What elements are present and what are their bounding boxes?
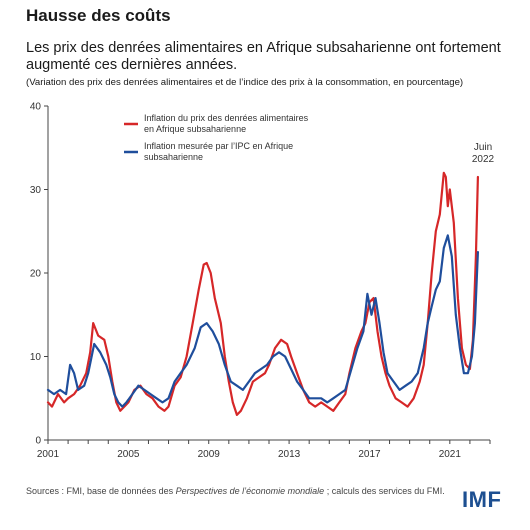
- x-tick-label: 2005: [117, 449, 140, 460]
- source-suffix: ; calculs des services du FMI.: [324, 486, 445, 496]
- y-tick-label: 20: [30, 269, 42, 280]
- chart-title: Hausse des coûts: [26, 6, 171, 25]
- legend-label: Inflation du prix des denrées alimentair…: [144, 113, 309, 123]
- legend-label: Inflation mesurée par l’IPC en Afrique: [144, 141, 293, 151]
- annotation-label: 2022: [472, 154, 495, 165]
- source-publication: Perspectives de l’économie mondiale: [175, 486, 325, 496]
- y-tick-label: 10: [30, 352, 42, 363]
- x-tick-label: 2017: [358, 449, 381, 460]
- legend-label: subsaharienne: [144, 152, 203, 162]
- legend-label: en Afrique subsaharienne: [144, 124, 246, 134]
- line-chart: 0 10 20 30 40 2001 2005 2009 2013 2017 2021 Inflati…: [30, 102, 495, 461]
- x-tick-label: 2001: [37, 449, 60, 460]
- source-prefix: Sources : FMI, base de données des: [26, 486, 176, 496]
- y-tick-label: 40: [30, 102, 42, 113]
- annotation-label: Juin: [474, 142, 492, 153]
- x-tick-label: 2021: [439, 449, 462, 460]
- y-tick-label: 0: [35, 436, 41, 447]
- source-note: Sources : FMI, base de données des Persp…: [26, 485, 446, 497]
- y-tick-label: 30: [30, 185, 42, 196]
- x-tick-label: 2009: [198, 449, 221, 460]
- chart-subtitle: Les prix des denrées alimentaires en Afr…: [26, 40, 501, 73]
- x-tick-label: 2013: [278, 449, 301, 460]
- chart-units-note: (Variation des prix des denrées alimenta…: [26, 77, 464, 88]
- cpi-inflation-line: [46, 234, 479, 408]
- imf-logo: IMF: [462, 487, 502, 512]
